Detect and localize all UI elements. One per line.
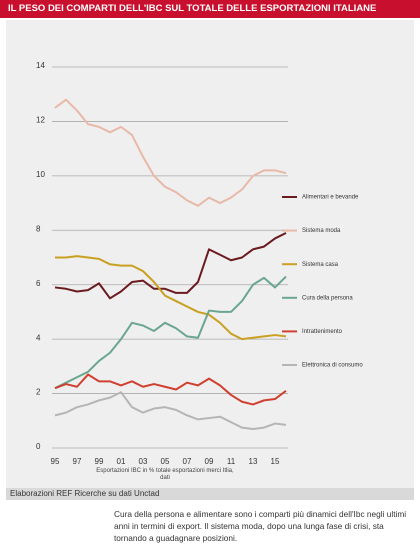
y-tick-label: 4 [36,333,41,342]
series-line [54,232,287,300]
series-line [54,275,287,390]
legend-label: Intrattenimento [302,329,343,335]
y-tick-label: 14 [36,61,45,70]
legend-label: Alimentari e bevande [302,195,359,201]
chart-panel [6,20,414,488]
x-tick-label: 13 [249,457,258,466]
x-tick-label: 99 [95,457,104,466]
x-tick-label: 05 [161,457,170,466]
x-axis-title: Esportazioni IBC in % totale esportazion… [96,468,234,481]
y-tick-label: 2 [36,388,41,397]
legend-label: Sistema moda [302,228,341,234]
y-tick-label: 8 [36,224,41,233]
series-line [54,373,287,406]
y-tick-label: 6 [36,279,41,288]
x-tick-label: 95 [51,457,60,466]
series-line [54,98,287,207]
x-tick-label: 01 [117,457,126,466]
y-tick-label: 0 [36,442,41,451]
series-line [54,391,287,430]
legend-label: Elettronica di consumo [302,363,363,369]
series-line [55,255,287,341]
y-tick-label: 12 [36,116,45,125]
x-tick-label: 15 [271,457,280,466]
x-tick-label: 07 [183,457,192,466]
source: Elaborazioni REF Ricerche su dati Unctad [6,488,414,500]
y-tick-label: 10 [36,170,45,179]
x-tick-label: 11 [227,457,236,466]
chart-title: IL PESO DEI COMPARTI DELL'IBC SUL TOTALE… [0,0,420,18]
caption: Cura della persona e alimentare sono i c… [114,509,407,543]
x-tick-label: 97 [73,457,82,466]
legend-label: Cura della persona [302,295,353,301]
x-tick-label: 03 [139,457,148,466]
legend-label: Sistema casa [302,262,339,268]
x-tick-label: 09 [205,457,214,466]
